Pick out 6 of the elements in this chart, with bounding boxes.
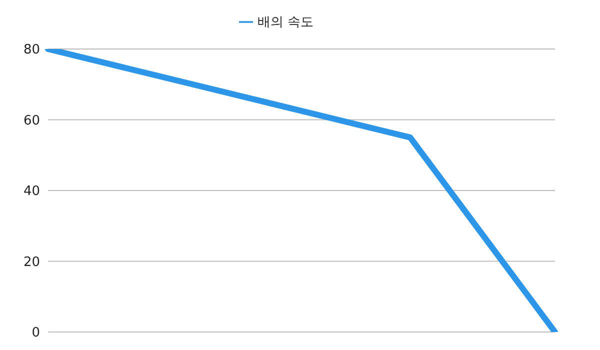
y-tick-label: 60	[23, 113, 40, 128]
y-tick-label: 40	[23, 184, 40, 200]
y-tick-label: 80	[23, 42, 40, 58]
y-tick-label: 20	[23, 254, 40, 270]
y-tick-label: 0	[32, 326, 40, 341]
legend-label: 배의 속도	[257, 15, 314, 30]
